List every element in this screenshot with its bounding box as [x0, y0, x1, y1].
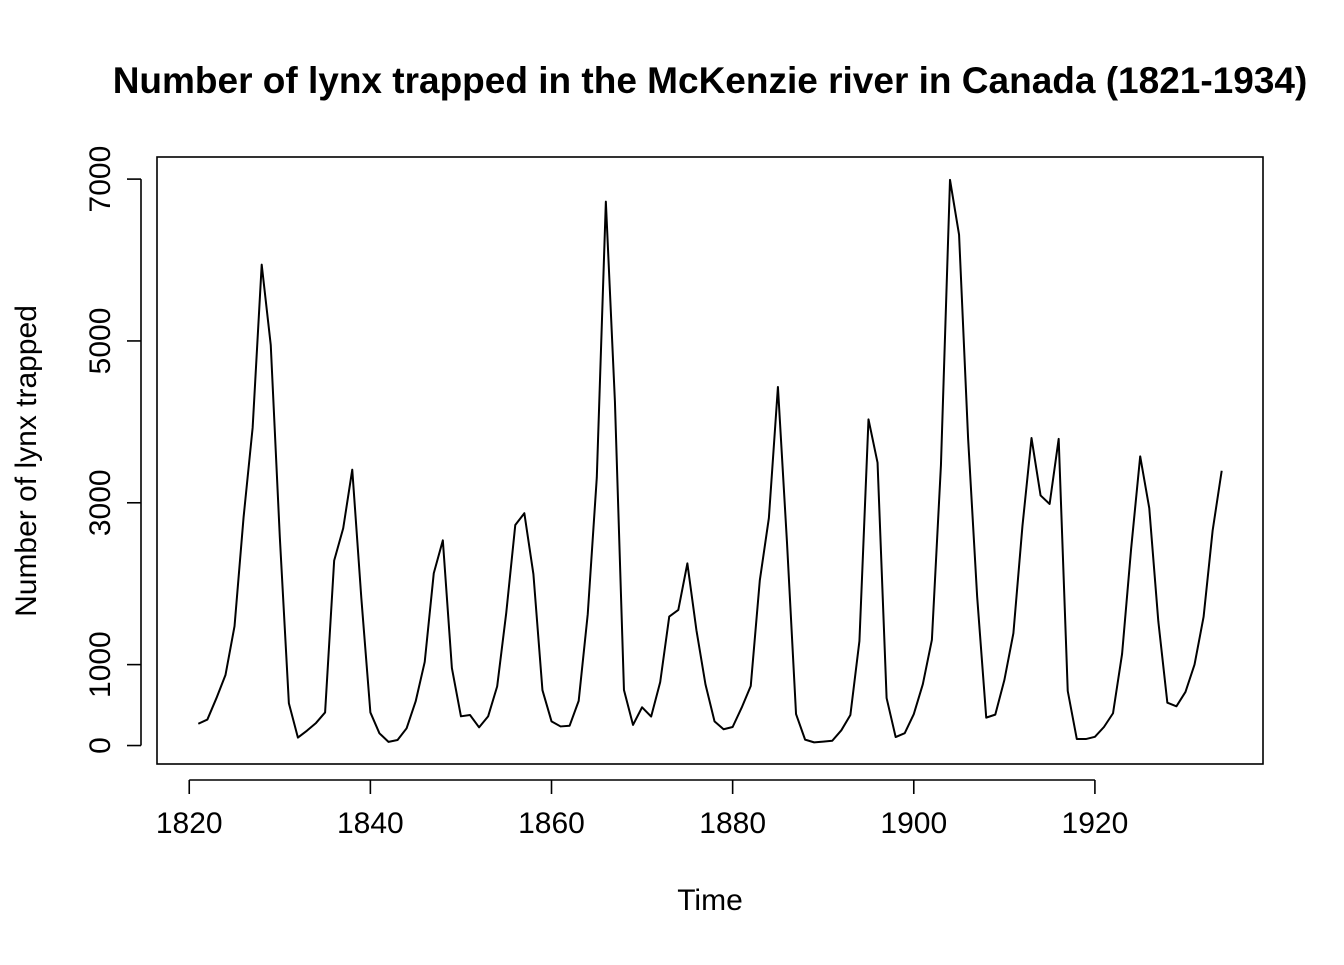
- y-axis: 0 1000 3000 5000 7000: [84, 146, 142, 754]
- x-axis-label: Time: [677, 884, 743, 917]
- x-tick-label: 1840: [337, 807, 404, 840]
- x-tick-label: 1880: [699, 807, 766, 840]
- x-tick-label: 1860: [518, 807, 585, 840]
- plot-frame: [156, 156, 1264, 765]
- x-tick-label: 1920: [1062, 807, 1129, 840]
- y-tick-label: 5000: [84, 308, 117, 375]
- chart-title: Number of lynx trapped in the McKenzie r…: [113, 60, 1308, 101]
- y-tick-label: 0: [84, 737, 117, 754]
- x-axis: 1820 1840 1860 1880 1900 1920: [156, 779, 1129, 840]
- x-tick-label: 1900: [880, 807, 947, 840]
- y-tick-label: 3000: [84, 469, 117, 536]
- x-tick-label: 1820: [156, 807, 223, 840]
- y-tick-label: 7000: [84, 146, 117, 213]
- y-axis-label: Number of lynx trapped: [10, 305, 43, 617]
- lynx-series-line: [197, 178, 1223, 744]
- y-tick-label: 1000: [84, 631, 117, 698]
